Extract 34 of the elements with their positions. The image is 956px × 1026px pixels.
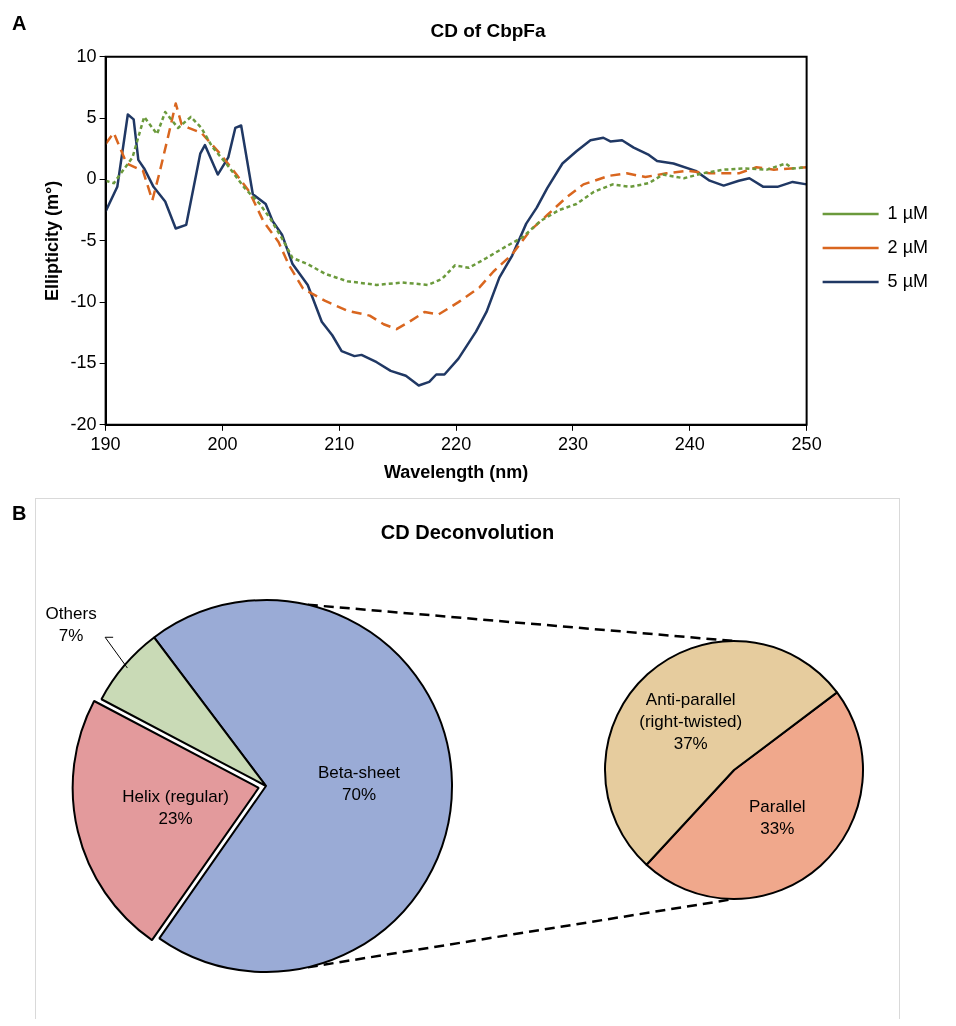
x-axis-title: Wavelength (nm): [383, 462, 529, 483]
legend-label: 1 µM: [887, 202, 929, 223]
y-axis-title: Ellipticity (m°): [41, 180, 62, 301]
y-tick-label: -5: [80, 229, 97, 250]
slice-label: Anti-parallel (right-twisted): [639, 689, 743, 731]
chart-title: CD Deconvolution: [379, 521, 556, 544]
x-tick-label: 210: [324, 433, 355, 454]
x-tick-label: 250: [791, 433, 822, 454]
legend-label: 5 µM: [887, 270, 929, 291]
text: B: [12, 502, 27, 525]
slice-label: Helix (regular): [122, 786, 229, 806]
x-tick-label: 190: [90, 433, 121, 454]
legend-label: 2 µM: [887, 236, 929, 257]
chart-title: CD of CbpFa: [430, 19, 546, 41]
data-label: 37%: [673, 733, 708, 753]
y-tick-label: -10: [70, 291, 97, 312]
y-tick-label: -20: [70, 413, 97, 434]
slice-label: Others: [45, 603, 97, 623]
data-label: 23%: [158, 808, 193, 828]
x-tick-label: 200: [207, 433, 238, 454]
data-label: 7%: [58, 625, 84, 645]
text: A: [12, 12, 27, 35]
y-tick-label: -15: [70, 352, 97, 373]
slice-label: Parallel: [748, 796, 806, 816]
slice-label: Beta-sheet: [317, 763, 401, 783]
data-label: 33%: [760, 818, 795, 838]
data-label: 70%: [341, 785, 376, 805]
line-series: [105, 102, 807, 331]
y-tick-label: 10: [76, 45, 97, 66]
x-tick-label: 220: [441, 433, 472, 454]
y-tick-label: 0: [86, 168, 97, 189]
x-tick-label: 230: [557, 433, 588, 454]
x-tick-label: 240: [674, 433, 705, 454]
y-tick-label: 5: [86, 107, 97, 128]
